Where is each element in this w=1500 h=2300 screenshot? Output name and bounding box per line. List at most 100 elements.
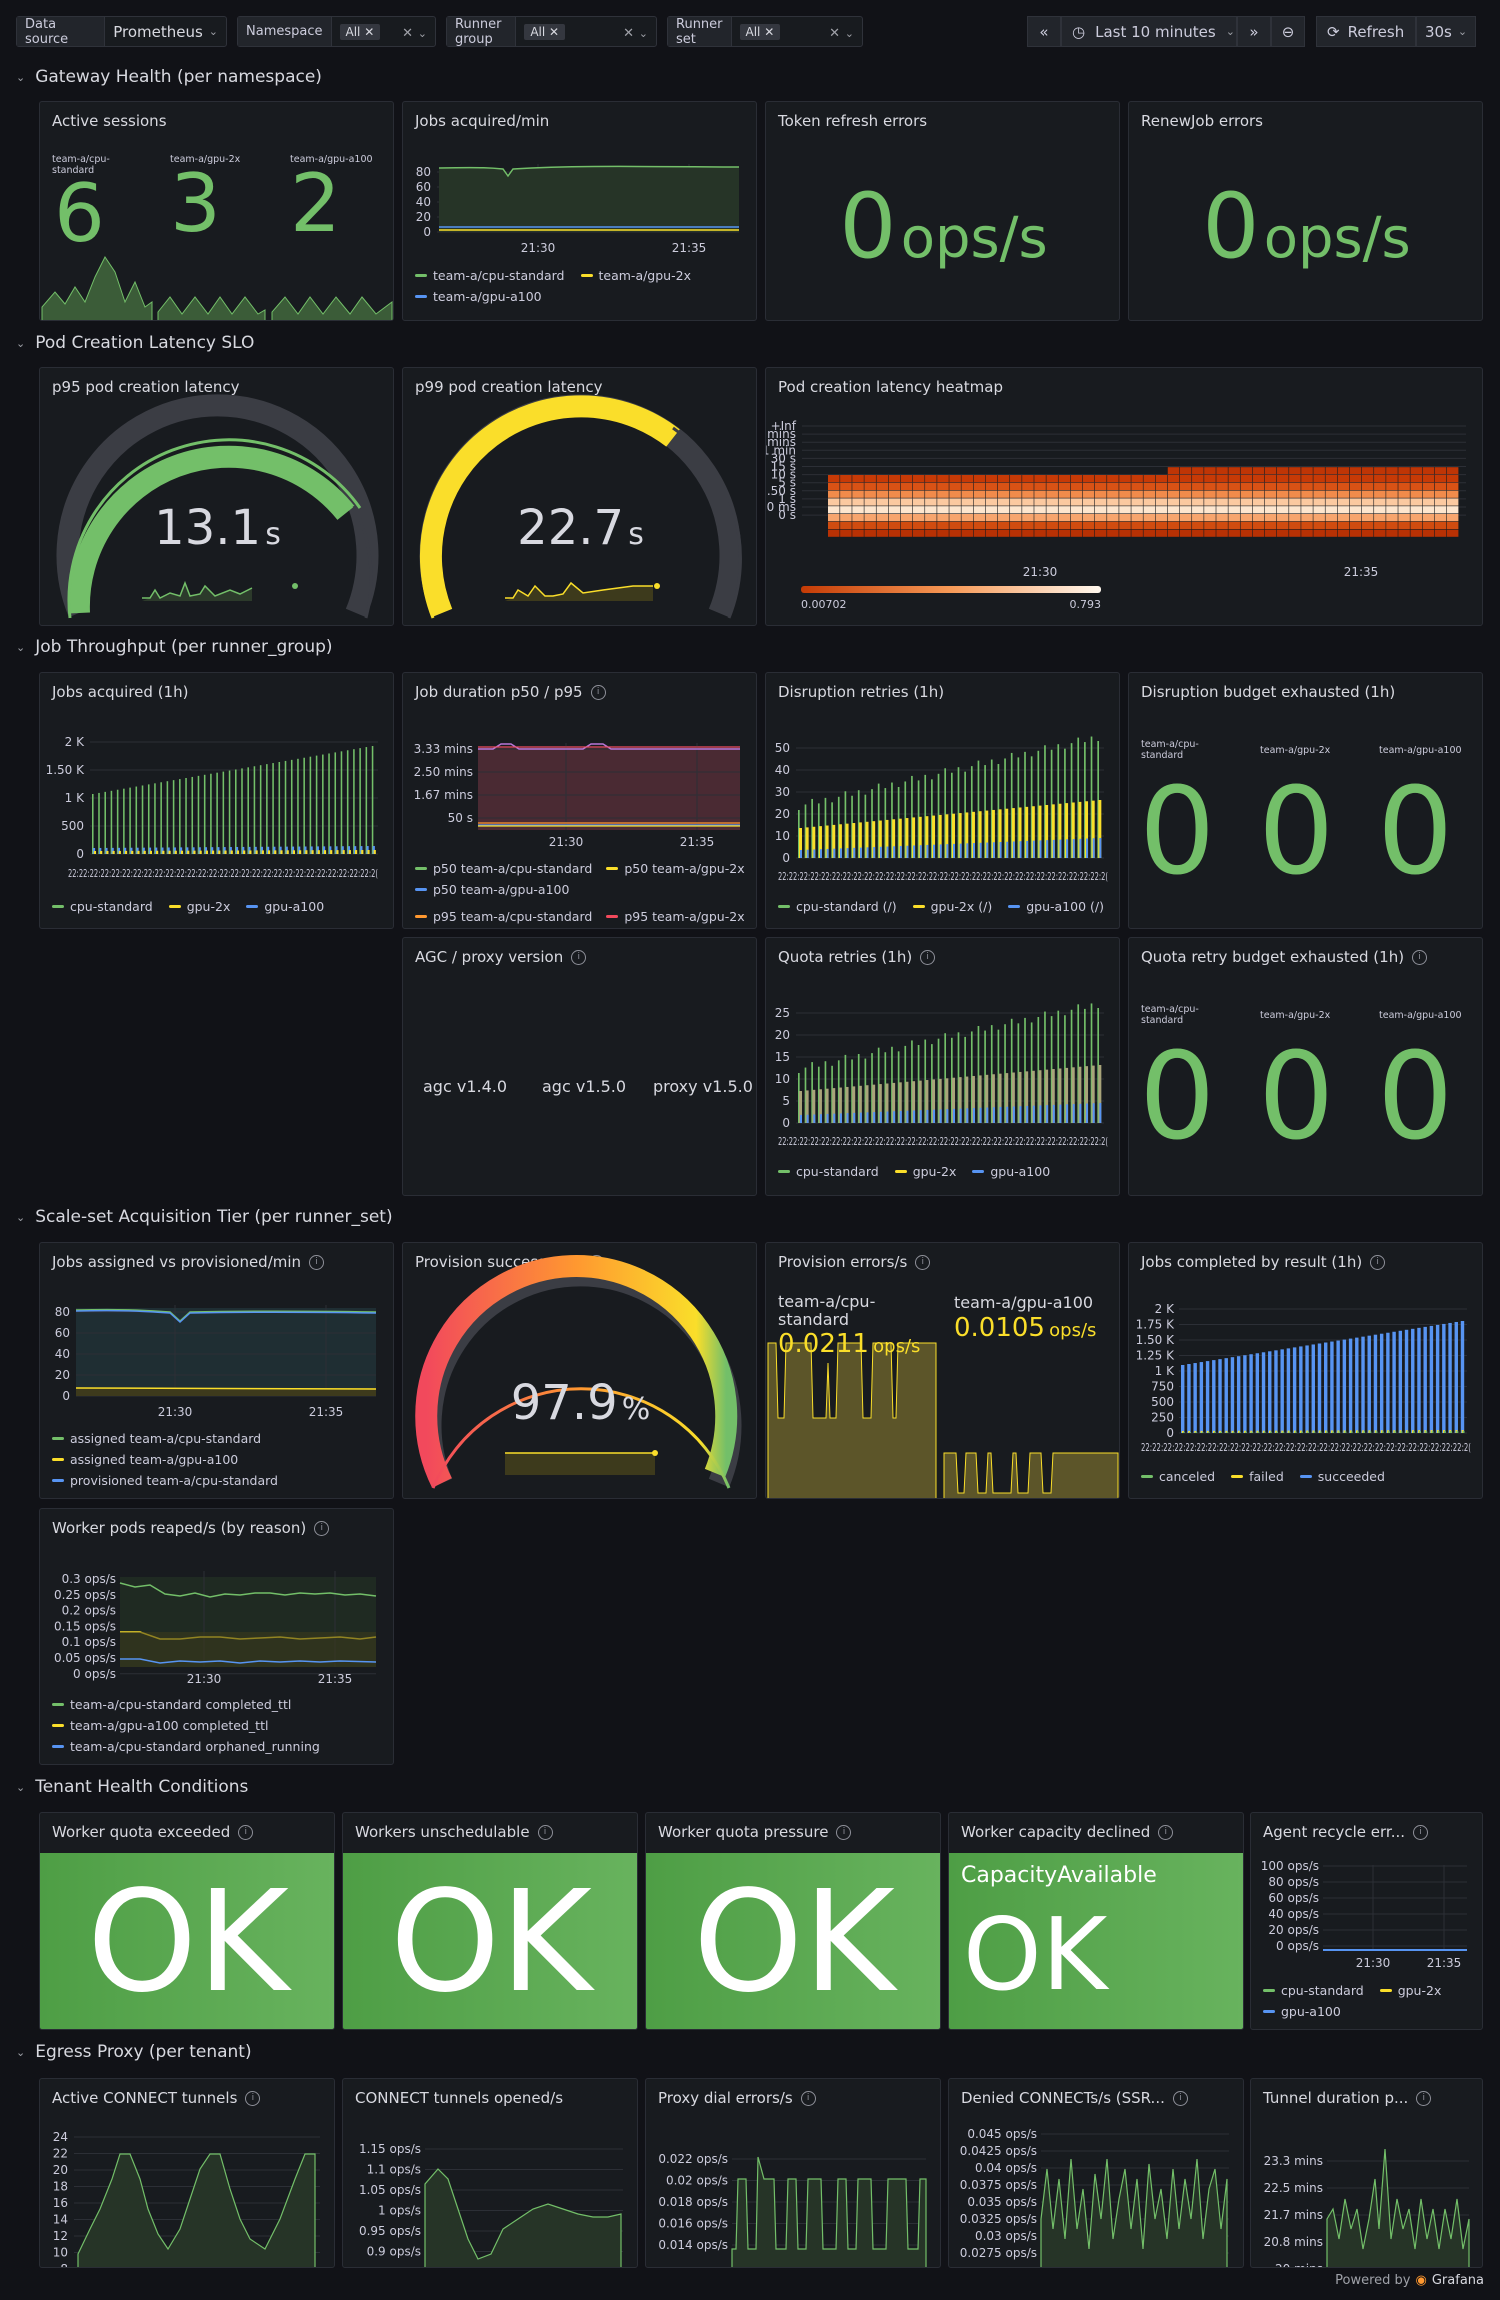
panel-p95-latency[interactable]: p95 pod creation latency 13.1 s: [39, 367, 394, 626]
clear-icon[interactable]: ✕: [829, 25, 840, 41]
legend-item[interactable]: team-a/cpu-standard: [415, 268, 565, 283]
panel-quota-retries[interactable]: Quota retries (1h) i 25 20 15 10 5 0 22:2…: [765, 937, 1120, 1196]
row-gateway-health[interactable]: ⌄ Gateway Health (per namespace): [16, 67, 322, 87]
legend-item[interactable]: gpu-a100: [972, 1164, 1050, 1179]
info-icon[interactable]: i: [920, 949, 936, 965]
legend-item[interactable]: gpu-a100: [246, 899, 324, 914]
legend-item[interactable]: gpu-a100: [1263, 2004, 1341, 2019]
legend-item[interactable]: assigned team-a/cpu-standard: [52, 1431, 382, 1446]
zoom-out-button[interactable]: ⊖: [1271, 16, 1305, 47]
info-icon[interactable]: i: [1413, 1824, 1428, 1840]
panel-token-refresh-errors[interactable]: Token refresh errors 0 ops/s: [765, 101, 1120, 321]
panel-disruption-retries[interactable]: Disruption retries (1h) 50 40 30 20 10 0…: [765, 672, 1120, 929]
panel-job-duration[interactable]: Job duration p50 / p95 i 3.33 mins 2.50 m…: [402, 672, 757, 929]
legend-item[interactable]: cpu-standard: [1263, 1983, 1364, 1998]
runner-set-picker[interactable]: Runner set All ✕ ✕ ⌄: [667, 16, 863, 47]
panel-active-connect-tunnels[interactable]: Active CONNECT tunnels i 24 22 20 18 16 14 12 10…: [39, 2078, 335, 2268]
legend-item[interactable]: failed: [1231, 1469, 1284, 1484]
panel-worker-quota-pressure[interactable]: Worker quota pressure i OK: [645, 1812, 941, 2030]
info-icon[interactable]: i: [245, 2090, 261, 2106]
time-range-picker[interactable]: ◷ Last 10 minutes ⌄: [1061, 16, 1237, 47]
info-icon[interactable]: i: [836, 1824, 852, 1840]
legend-item[interactable]: canceled: [1141, 1469, 1215, 1484]
info-icon[interactable]: i: [590, 684, 606, 700]
row-scaleset[interactable]: ⌄ Scale-set Acquisition Tier (per runner_…: [16, 1207, 393, 1227]
bar: [1090, 736, 1093, 858]
panel-agent-recycle-errors[interactable]: Agent recycle err... i 100 ops/s 80 ops/s 6…: [1250, 1812, 1483, 2030]
legend-item[interactable]: team-a/cpu-standard completed_ttl: [52, 1697, 382, 1712]
legend-item[interactable]: p95 team-a/cpu-standard: [415, 909, 592, 924]
legend-item[interactable]: assigned team-a/gpu-a100: [52, 1452, 382, 1467]
legend-item[interactable]: gpu-2x: [168, 899, 230, 914]
panel-jobs-acquired-1h[interactable]: Jobs acquired (1h) 2 K 1.50 K 1 K 500 0 …: [39, 672, 394, 929]
row-tenant-health[interactable]: ⌄ Tenant Health Conditions: [16, 1777, 248, 1797]
refresh-button[interactable]: ⟳ Refresh: [1316, 16, 1416, 47]
info-icon[interactable]: i: [1370, 1254, 1386, 1270]
row-pod-latency[interactable]: ⌄ Pod Creation Latency SLO: [16, 333, 254, 353]
legend-item[interactable]: succeeded: [1299, 1469, 1385, 1484]
panel-disruption-budget[interactable]: Disruption budget exhausted (1h) team-a/…: [1128, 672, 1483, 929]
runner-group-chip[interactable]: All ✕: [524, 23, 566, 40]
legend-item[interactable]: team-a/gpu-a100: [415, 289, 542, 304]
panel-latency-heatmap[interactable]: Pod creation latency heatmap +Inf5 mins2…: [765, 367, 1483, 626]
panel-agc-version[interactable]: AGC / proxy version i agc v1.4.0 agc v1.5…: [402, 937, 757, 1196]
legend-item[interactable]: team-a/cpu-standard orphaned_running: [52, 1739, 382, 1754]
panel-active-sessions[interactable]: Active sessions team-a/cpu-standard team…: [39, 101, 394, 321]
info-icon[interactable]: i: [800, 2090, 816, 2106]
panel-tunnel-duration[interactable]: Tunnel duration p... i 23.3 mins 22.5 mins…: [1250, 2078, 1483, 2268]
panel-assigned-vs-provisioned[interactable]: Jobs assigned vs provisioned/min i 80 60 …: [39, 1242, 394, 1499]
panel-renewjob-errors[interactable]: RenewJob errors 0 ops/s: [1128, 101, 1483, 321]
panel-workers-unschedulable[interactable]: Workers unschedulable i OK: [342, 1812, 638, 2030]
panel-quota-budget[interactable]: Quota retry budget exhausted (1h) i team-…: [1128, 937, 1483, 1196]
clear-icon[interactable]: ✕: [402, 25, 413, 41]
time-shift-back-button[interactable]: «: [1027, 16, 1061, 47]
legend-item[interactable]: gpu-a100 (/): [1008, 899, 1104, 914]
panel-worker-pods-reaped[interactable]: Worker pods reaped/s (by reason) i 0.3 op…: [39, 1508, 394, 1765]
runner-set-chip[interactable]: All ✕: [739, 23, 781, 40]
info-icon[interactable]: i: [314, 1520, 330, 1536]
legend-item[interactable]: cpu-standard: [778, 1164, 879, 1179]
panel-denied-connects[interactable]: Denied CONNECTs/s (SSR... i 0.045 ops/s 0.…: [948, 2078, 1244, 2268]
info-icon[interactable]: i: [1172, 2090, 1188, 2106]
legend-item[interactable]: gpu-2x: [1379, 1983, 1441, 1998]
legend-item[interactable]: gpu-2x (/): [912, 899, 992, 914]
info-icon[interactable]: i: [915, 1254, 931, 1270]
legend-item[interactable]: provisioned team-a/cpu-standard: [52, 1473, 382, 1488]
legend-item[interactable]: gpu-2x: [894, 1164, 956, 1179]
panel-connect-tunnels-opened[interactable]: CONNECT tunnels opened/s 1.15 ops/s 1.1 o…: [342, 2078, 638, 2268]
info-icon[interactable]: i: [309, 1254, 325, 1270]
info-icon[interactable]: i: [1416, 2090, 1432, 2106]
info-icon[interactable]: i: [1412, 949, 1428, 965]
row-job-throughput[interactable]: ⌄ Job Throughput (per runner_group): [16, 637, 333, 657]
panel-p99-latency[interactable]: p99 pod creation latency 22.7 s: [402, 367, 757, 626]
legend-item[interactable]: team-a/gpu-a100 completed_ttl: [52, 1718, 382, 1733]
info-icon[interactable]: i: [571, 949, 587, 965]
time-shift-forward-button[interactable]: »: [1237, 16, 1271, 47]
panel-provision-errors[interactable]: Provision errors/s i team-a/cpu-standard …: [765, 1242, 1120, 1499]
legend-item[interactable]: team-a/gpu-2x: [580, 268, 691, 283]
row-egress-proxy[interactable]: ⌄ Egress Proxy (per tenant): [16, 2042, 252, 2062]
panel-jobs-completed[interactable]: Jobs completed by result (1h) i 2 K 1.75 K…: [1128, 1242, 1483, 1499]
datasource-picker[interactable]: Data source Prometheus ⌄: [16, 16, 227, 47]
info-icon[interactable]: i: [537, 1824, 553, 1840]
namespace-chip[interactable]: All ✕: [339, 23, 381, 40]
legend-item[interactable]: p50 team-a/gpu-2x: [606, 861, 745, 876]
info-icon[interactable]: i: [238, 1824, 254, 1840]
panel-jobs-acquired-min[interactable]: Jobs acquired/min 80 60 40 20 0 21:30 21…: [402, 101, 757, 321]
legend-item[interactable]: p95 team-a/gpu-2x: [606, 909, 745, 924]
panel-proxy-dial-errors[interactable]: Proxy dial errors/s i 0.022 ops/s 0.02 ops…: [645, 2078, 941, 2268]
legend-item[interactable]: cpu-standard: [52, 899, 153, 914]
namespace-picker[interactable]: Namespace All ✕ ✕ ⌄: [237, 16, 436, 47]
info-icon[interactable]: i: [1158, 1824, 1174, 1840]
legend-item[interactable]: cpu-standard (/): [778, 899, 897, 914]
legend-item[interactable]: p50 team-a/cpu-standard: [415, 861, 592, 876]
runner-group-picker[interactable]: Runner group All ✕ ✕ ⌄: [446, 16, 657, 47]
heatmap-cell: [1240, 521, 1253, 529]
panel-worker-capacity-declined[interactable]: Worker capacity declined i CapacityAvaila…: [948, 1812, 1244, 2030]
clear-icon[interactable]: ✕: [623, 25, 634, 41]
panel-worker-quota-exceeded[interactable]: Worker quota exceeded i OK: [39, 1812, 335, 2030]
panel-provision-success[interactable]: Provision success rate i 97.9 %: [402, 1242, 757, 1499]
refresh-interval-picker[interactable]: 30s ⌄: [1416, 16, 1476, 47]
bar: [286, 850, 289, 854]
legend-item[interactable]: p50 team-a/gpu-a100: [415, 882, 569, 897]
